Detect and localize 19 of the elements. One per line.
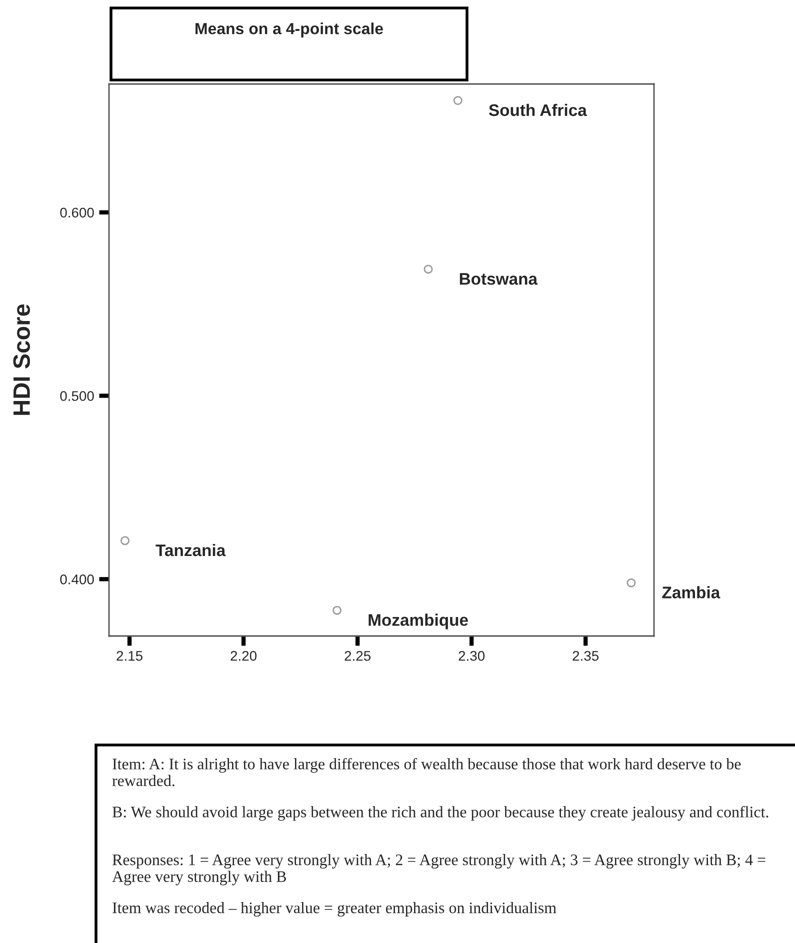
text: B: We should avoid large gaps between the rich and the poor because they create jealousy and conflict. — [112, 806, 768, 821]
y-tick-label: 0.600 — [60, 208, 94, 218]
annotation: Zambia — [662, 586, 720, 598]
x-tick-label: 2.15 — [116, 650, 142, 661]
y-tick-label: 0.500 — [60, 391, 94, 401]
annotation: Botswana — [460, 273, 538, 285]
chart-title: Means on a 4-point scale — [196, 22, 383, 38]
y-tick-label: 0.400 — [60, 574, 94, 584]
text: Item was recoded – higher value = greater emphasis on individualism — [112, 902, 556, 917]
annotation: Tanzania — [156, 544, 226, 556]
annotation: Mozambique — [368, 614, 468, 630]
x-tick-label: 2.35 — [572, 650, 599, 661]
text: Responses: 1 = Agree very strongly with A; 2 = Agree strongly with A; 3 = Agree strongly with B; 4 = Agree very strongly with B — [112, 854, 766, 886]
x-tick-label: 2.30 — [458, 650, 485, 661]
y-axis-title: HDI Score — [13, 304, 30, 415]
text: Item: A: It is alright to have large differences of wealth because those that work hard deserve to be rewarded. — [112, 758, 741, 786]
annotation: South Africa — [488, 104, 588, 116]
x-tick-label: 2.20 — [230, 650, 257, 661]
x-tick-label: 2.25 — [344, 650, 370, 661]
